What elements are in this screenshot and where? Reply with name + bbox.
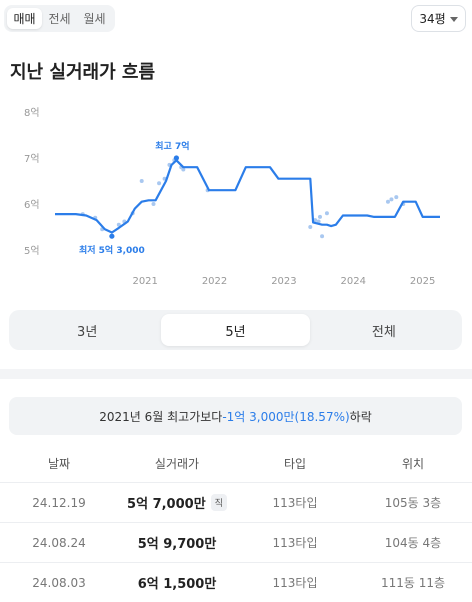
x-axis: 2021 2022 2023 2024 2025: [132, 276, 435, 287]
section-title: 지난 실거래가 흐름: [10, 62, 156, 83]
period-5y[interactable]: 5년: [161, 314, 310, 346]
row-price: 6억 1,500만: [118, 573, 236, 592]
max-point-marker: [173, 155, 179, 161]
transaction-point: [313, 218, 318, 223]
price-trend-line: [55, 159, 440, 234]
transaction-point: [324, 211, 329, 216]
summary-suffix: 하락: [349, 409, 372, 424]
transaction-point: [151, 202, 156, 206]
section-divider: [0, 369, 472, 379]
transaction-point: [308, 225, 313, 229]
row-type: 113타입: [272, 536, 318, 550]
min-point-marker: [109, 233, 115, 239]
x-tick-label: 2022: [202, 276, 227, 287]
transaction-point: [139, 179, 144, 183]
y-axis: 8억 7억 6억 5억: [24, 107, 40, 257]
x-tick-label: 2024: [341, 276, 366, 287]
row-date: 24.12.19: [32, 495, 86, 510]
tab-sale[interactable]: 매매: [7, 8, 42, 29]
transaction-point: [116, 222, 121, 227]
header-location: 위치: [401, 456, 425, 471]
row-date: 24.08.24: [32, 535, 86, 550]
row-price: 5억 9,700만: [118, 533, 236, 552]
scatter-layer: [80, 158, 406, 239]
row-location: 104동 4층: [384, 536, 442, 550]
max-label: 최고 7억: [155, 140, 189, 152]
transaction-point: [157, 181, 162, 186]
tab-jeonse[interactable]: 전세: [48, 12, 71, 26]
summary-prefix: 2021년 6월 최고가보다: [99, 409, 223, 424]
transaction-point: [320, 234, 325, 239]
size-select-value: 34평: [419, 12, 446, 26]
x-tick-label: 2021: [132, 276, 157, 287]
row-type: 113타입: [272, 576, 318, 590]
y-tick-label: 6억: [24, 199, 40, 211]
trade-type-tabs: 매매 전세 월세: [4, 5, 115, 32]
period-selector: 3년 5년 전체: [9, 310, 462, 350]
period-all[interactable]: 전체: [371, 324, 396, 340]
summary-diff: -1억 3,000만(18.57%): [222, 409, 350, 424]
size-select[interactable]: 34평: [411, 5, 466, 32]
tab-monthly-rent[interactable]: 월세: [83, 12, 106, 26]
transaction-point: [317, 214, 322, 219]
table-row[interactable]: 24.08.24 5억 9,700만 113타입 104동 4층: [0, 522, 472, 562]
row-price-value: 5억 9,700만: [137, 537, 217, 552]
table-header: 날짜 실거래가 타입 위치: [0, 446, 472, 480]
price-summary: 2021년 6월 최고가보다 -1억 3,000만(18.57%) 하락: [9, 397, 462, 435]
transaction-point: [181, 167, 186, 172]
transaction-point: [389, 197, 394, 202]
table-row[interactable]: 24.12.19 5억 7,000만 직 113타입 105동 3층: [0, 482, 472, 522]
header-type: 타입: [283, 456, 307, 471]
y-tick-label: 7억: [24, 153, 40, 165]
min-label: 최저 5억 3,000: [79, 244, 145, 256]
row-date: 24.08.03: [32, 575, 86, 590]
direct-trade-badge: 직: [210, 494, 227, 511]
table-row[interactable]: 24.08.03 6억 1,500만 113타입 111동 11층: [0, 562, 472, 602]
row-price: 5억 7,000만 직: [118, 493, 236, 512]
transaction-point: [385, 199, 390, 204]
row-price-value: 6억 1,500만: [137, 577, 217, 592]
row-location: 111동 11층: [380, 576, 446, 590]
row-type: 113타입: [272, 496, 318, 510]
transaction-point: [394, 195, 399, 200]
y-tick-label: 8억: [24, 107, 40, 119]
header-date: 날짜: [47, 456, 71, 471]
row-price-value: 5억 7,000만: [127, 497, 206, 512]
header-price: 실거래가: [154, 456, 200, 471]
row-location: 105동 3층: [384, 496, 442, 510]
period-3y[interactable]: 3년: [77, 324, 98, 340]
x-tick-label: 2025: [410, 276, 435, 287]
y-tick-label: 5억: [24, 245, 40, 257]
x-tick-label: 2023: [271, 276, 296, 287]
chevron-down-icon: [449, 16, 458, 22]
